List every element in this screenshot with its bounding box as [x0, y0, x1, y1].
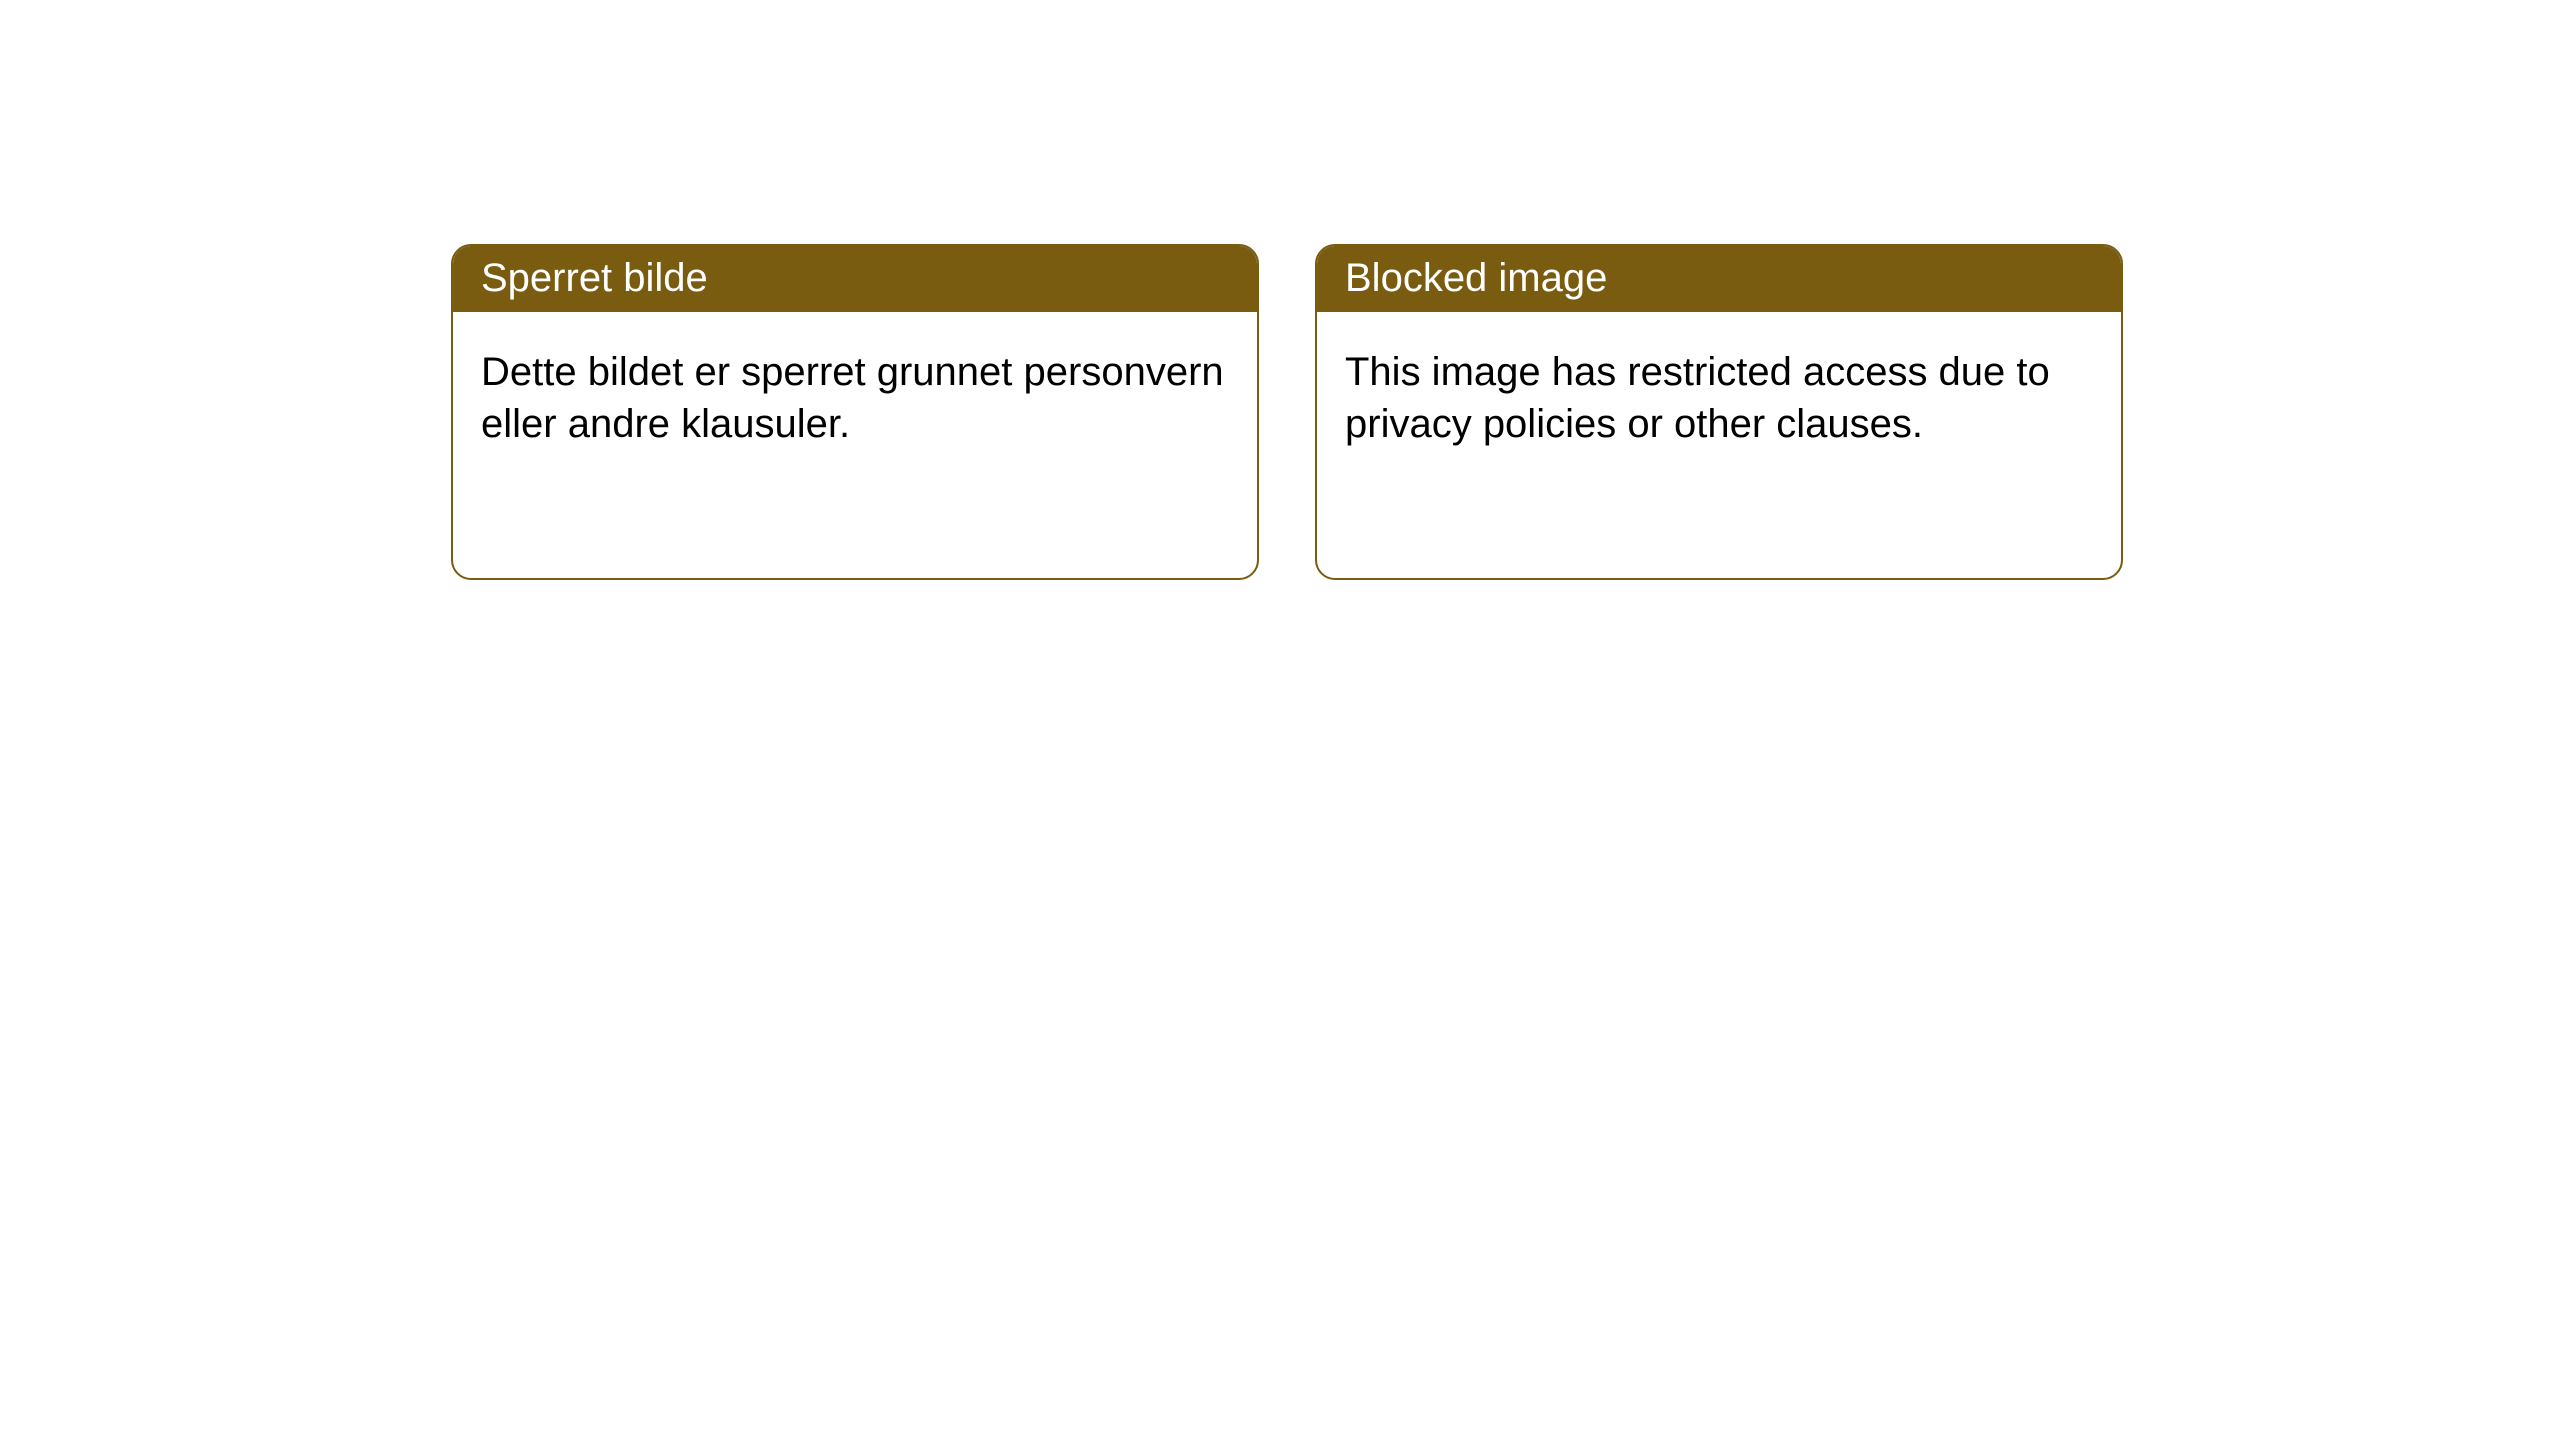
notice-container: Sperret bilde Dette bildet er sperret gr…	[0, 0, 2560, 580]
notice-card-norwegian: Sperret bilde Dette bildet er sperret gr…	[451, 244, 1259, 580]
notice-header: Blocked image	[1317, 246, 2121, 312]
notice-body: Dette bildet er sperret grunnet personve…	[453, 312, 1257, 478]
notice-header: Sperret bilde	[453, 246, 1257, 312]
notice-card-english: Blocked image This image has restricted …	[1315, 244, 2123, 580]
notice-body: This image has restricted access due to …	[1317, 312, 2121, 478]
